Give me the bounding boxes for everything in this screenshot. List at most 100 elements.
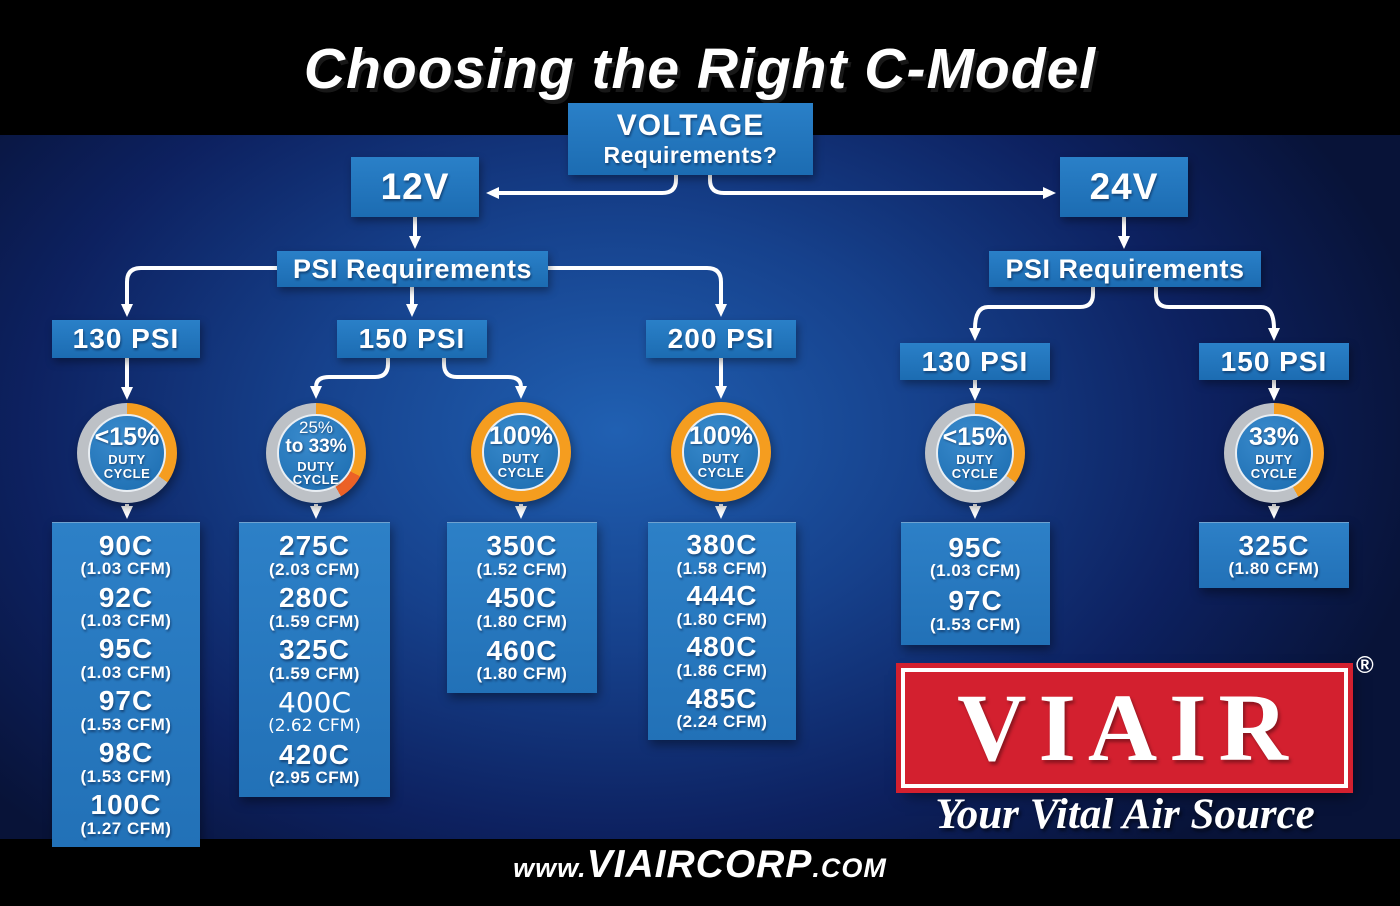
psi-130-12v-box: 130 PSI <box>52 320 200 358</box>
voltage-sublabel: Requirements? <box>603 141 778 168</box>
model-cfm: (2.03 CFM) <box>269 559 360 579</box>
voltage-label: VOLTAGE <box>616 109 765 143</box>
duty-cycle-percent: 100% <box>689 422 753 451</box>
model-name: 420C <box>279 738 350 770</box>
model-name: 460C <box>486 634 558 666</box>
model-cfm: (1.03 CFM) <box>80 559 172 579</box>
model-entry: 350C (1.52 CFM) <box>447 532 597 579</box>
duty-cycle-badge: 25% to 33% DUTY CYCLE <box>277 414 355 492</box>
model-name: 325C <box>1238 529 1310 561</box>
cycle-word: CYCLE <box>951 466 999 481</box>
model-name: 350C <box>486 530 558 562</box>
model-cfm: (1.03 CFM) <box>80 611 172 631</box>
model-entry: 280C (1.59 CFM) <box>239 584 390 631</box>
model-entry: 444C (1.80 CFM) <box>648 582 796 629</box>
cycle-word: CYCLE <box>497 465 545 480</box>
model-entry: 480C (1.86 CFM) <box>648 633 796 680</box>
psi-requirements-24v-box: PSI Requirements <box>989 251 1261 287</box>
model-cfm: (2.62 CFM) <box>268 716 361 737</box>
branch-12v-box: 12V <box>351 157 479 217</box>
model-cfm: (1.27 CFM) <box>80 818 172 838</box>
model-entry: 95C (1.03 CFM) <box>901 531 1050 581</box>
model-cfm: (1.80 CFM) <box>676 609 768 629</box>
duty-cycle-ring-150psi-24v: 33% DUTY CYCLE <box>1224 403 1324 503</box>
model-name: 325C <box>279 634 350 666</box>
duty-cycle-badge: <15% DUTY CYCLE <box>936 414 1014 492</box>
duty-cycle-badge: 100% DUTY CYCLE <box>682 413 760 491</box>
model-entry: 97C (1.53 CFM) <box>901 587 1050 634</box>
duty-word: DUTY <box>108 452 146 468</box>
duty-cycle-percent: <15% <box>942 423 1008 452</box>
model-list-150psi-24v: 325C (1.80 CFM) <box>1199 522 1349 588</box>
model-name: 97C <box>98 685 154 717</box>
registered-trademark-symbol: ® <box>1356 652 1374 679</box>
duty-cycle-ring-150psi-12v-full: 100% DUTY CYCLE <box>471 402 571 502</box>
model-name: 95C <box>948 531 1003 563</box>
model-list-150psi-12v-full-duty: 350C (1.52 CFM) 450C (1.80 CFM) 460C (1.80 … <box>447 522 597 693</box>
model-cfm: (1.53 CFM) <box>80 766 172 786</box>
model-cfm: (1.80 CFM) <box>476 664 568 684</box>
model-entry: 325C (1.80 CFM) <box>1199 529 1349 579</box>
psi-200-12v-box: 200 PSI <box>646 320 796 358</box>
model-entry: 97C (1.53 CFM) <box>52 687 200 734</box>
duty-cycle-ring-130psi-24v: <15% DUTY CYCLE <box>925 403 1025 503</box>
voltage-requirements-box: VOLTAGE Requirements? <box>568 103 813 175</box>
cycle-word: CYCLE <box>103 466 151 481</box>
duty-cycle-badge: 100% DUTY CYCLE <box>482 413 560 491</box>
model-cfm: (1.53 CFM) <box>930 614 1021 634</box>
model-list-150psi-12v-low-duty: 275C (2.03 CFM) 280C (1.59 CFM) 325C (1.59 … <box>239 522 390 797</box>
model-list-130psi-12v: 90C (1.03 CFM) 92C (1.03 CFM) 95C (1.03 CFM… <box>52 522 200 847</box>
model-list-200psi-12v: 380C (1.58 CFM) 444C (1.80 CFM) 480C (1.86 … <box>648 522 796 740</box>
page-title: Choosing the Right C-Model <box>303 37 1097 101</box>
duty-cycle-percent-top: 25% <box>298 417 334 437</box>
model-name: 444C <box>686 580 758 612</box>
model-list-130psi-24v: 95C (1.03 CFM) 97C (1.53 CFM) <box>901 522 1050 645</box>
model-cfm: (1.80 CFM) <box>476 611 568 631</box>
model-name: 485C <box>686 682 758 714</box>
model-entry: 460C (1.80 CFM) <box>447 634 597 684</box>
model-entry: 275C (2.03 CFM) <box>239 529 390 579</box>
model-name: 90C <box>98 529 154 561</box>
psi-150-12v-box: 150 PSI <box>337 320 487 358</box>
logo-tagline: Your Vital Air Source <box>935 791 1315 838</box>
model-entry: 90C (1.03 CFM) <box>52 529 200 579</box>
duty-word: DUTY <box>956 452 994 468</box>
branch-24v-box: 24V <box>1060 157 1188 217</box>
model-cfm: (1.86 CFM) <box>676 661 768 681</box>
model-name: 92C <box>98 581 154 613</box>
model-entry: 400C (2.62 CFM) <box>239 688 390 737</box>
model-entry: 325C (1.59 CFM) <box>239 636 390 683</box>
duty-cycle-ring-130psi-12v: <15% DUTY CYCLE <box>77 403 177 503</box>
model-name: 480C <box>686 631 758 663</box>
url-suffix: .COM <box>812 853 887 883</box>
model-name: 380C <box>686 529 758 560</box>
url-prefix: www. <box>513 853 587 883</box>
cycle-word: CYCLE <box>697 465 745 480</box>
model-entry: 420C (2.95 CFM) <box>239 738 390 788</box>
psi-150-24v-box: 150 PSI <box>1199 343 1349 380</box>
model-entry: 100C (1.27 CFM) <box>52 791 200 838</box>
model-entry: 450C (1.80 CFM) <box>447 584 597 631</box>
psi-requirements-12v-box: PSI Requirements <box>277 251 548 287</box>
cycle-word: CYCLE <box>292 472 340 488</box>
model-name: 275C <box>279 529 350 561</box>
duty-word: DUTY <box>502 451 540 467</box>
model-cfm: (1.52 CFM) <box>476 559 568 579</box>
model-cfm: (1.59 CFM) <box>269 663 360 683</box>
model-name: 450C <box>486 582 558 614</box>
model-cfm: (2.95 CFM) <box>269 768 360 788</box>
model-name: 280C <box>279 582 350 614</box>
duty-cycle-percent-bottom: to 33% <box>285 435 347 457</box>
model-cfm: (1.53 CFM) <box>80 714 172 734</box>
duty-word: DUTY <box>1255 452 1293 468</box>
url-domain: VIAIRCORP <box>586 843 813 886</box>
duty-cycle-percent: 33% <box>1248 423 1300 452</box>
viair-wordmark: VIAIR <box>957 674 1300 781</box>
model-name: 98C <box>98 737 154 769</box>
model-entry: 380C (1.58 CFM) <box>648 529 796 578</box>
model-entry: 485C (2.24 CFM) <box>648 682 796 732</box>
viair-logo: VIAIR <box>901 668 1348 788</box>
model-entry: 98C (1.53 CFM) <box>52 739 200 786</box>
